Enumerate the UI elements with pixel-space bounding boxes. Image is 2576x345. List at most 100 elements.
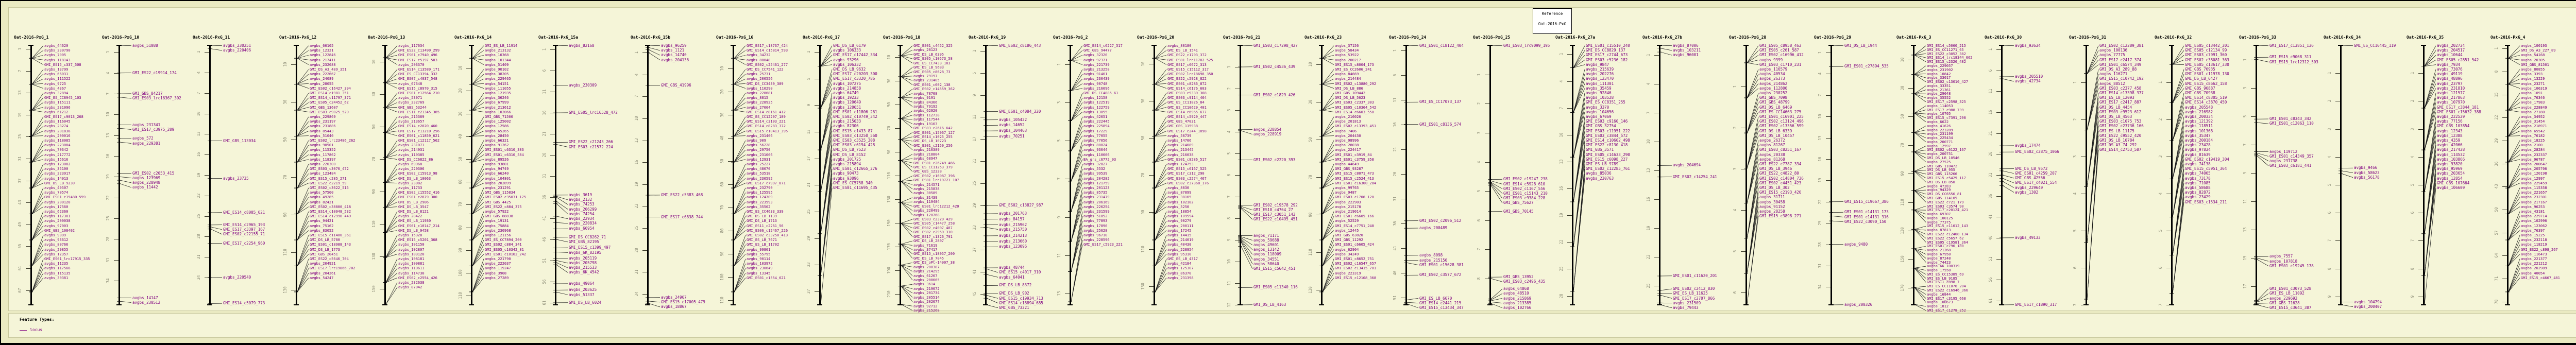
marker-label[interactable]: GMI_ES15_c6098_227 [1586,157,1628,162]
marker-label[interactable]: GMI_ES02_c12285_761 [1586,167,1630,171]
marker-label[interactable]: avgbs_214019 [1167,238,1194,242]
map-title[interactable]: Oat-2016-PxG_11 [193,35,230,40]
marker-label[interactable]: avgbs_12321 [310,48,333,53]
marker-label[interactable]: avgbs_85443 [310,129,333,133]
marker-label[interactable]: avgbs_96787 [2521,158,2545,162]
map-title[interactable]: Oat-2016-PxG_17 [803,35,840,40]
marker-label[interactable]: GMI_ES22_c5646_704 [310,257,349,261]
marker-label[interactable]: GMI_ES_LB_12093 [2099,96,2134,100]
marker-label[interactable]: avgbs_220300 [310,162,336,166]
marker-label[interactable]: avgbs_104801 [485,177,511,181]
marker-label[interactable]: GMI_GBS_115938 [1167,124,1198,128]
marker-label[interactable]: avgbs_90279 [1167,219,1191,223]
marker-label[interactable]: avgbs_14415 [1167,233,1191,237]
marker-label[interactable]: GMI_ES01_c11806_261 [833,110,877,114]
marker-label[interactable]: GMI_ES17_c244_1098 [1167,129,1207,133]
marker-label[interactable]: avgbs_92846 [1586,91,1612,95]
marker-label[interactable]: avgbs_92712 [913,304,937,308]
marker-label[interactable]: avgbs_228681 [747,91,773,95]
marker-label[interactable]: avgbs_2100 [2521,143,2543,147]
marker-label[interactable]: avgbs_103528 [1586,96,1614,100]
marker-label[interactable]: GMI_ES01_c3919_84 [1335,153,1372,157]
marker-label[interactable]: GMI_ES14_c6176_603 [1167,87,1207,91]
marker-label[interactable]: GMI_ES_CC7894_200 [485,238,522,242]
marker-label[interactable]: avgbs_213445 [1167,148,1194,152]
marker-label[interactable]: GMI_ES02_c16996_412 [1759,53,1804,57]
marker-label[interactable]: GMI_ES17_c4021_554 [2015,181,2057,185]
marker-label[interactable]: avgbs_17890 [1083,224,1107,228]
marker-label[interactable]: avgbs_213612 [485,106,511,110]
marker-label[interactable]: avgbs_223593 [747,200,773,204]
marker-label[interactable]: GMI_GBS_75627 [1503,201,1534,205]
marker-label[interactable]: avgbs_9725 [44,82,66,86]
marker-label[interactable]: GMI_GBS_82195 [569,240,599,244]
marker-label[interactable]: avgbs_204136 [661,58,689,62]
marker-label[interactable]: avgbs_215178 [1335,205,1361,209]
marker-label[interactable]: avgbs_66240 [485,171,509,176]
marker-label[interactable]: GMI_ES01_c3073_528 [2269,287,2311,291]
marker-label[interactable]: GMI_ES22_c13490_299 [398,48,439,53]
marker-label[interactable]: avgbs_102182 [1167,200,1194,204]
marker-label[interactable]: avgbs_108181 [398,257,425,261]
marker-label[interactable]: GMI_ES15_c5642_451 [1253,267,1295,271]
marker-label[interactable]: avgbs_230763 [1586,176,1614,181]
marker-label[interactable]: avgbs_9399 [1759,58,1783,62]
marker-label[interactable]: avgbs_18854 [1167,210,1191,214]
marker-label[interactable]: GMI_ES03_c21572_224 [569,145,613,149]
marker-label[interactable]: GMI_ES01_c15510_240 [1586,44,1630,48]
marker-label[interactable]: avgbs_2132 [569,198,592,202]
marker-label[interactable]: avgbs_61212 [44,110,68,114]
marker-label[interactable]: avgbs_32320 [1083,53,1107,57]
marker-label[interactable]: avgbs_30589 [913,191,937,195]
marker-label[interactable]: avgbs_215838 [913,187,940,191]
marker-label[interactable]: GMI_ES05_c19581_364 [1927,240,1968,245]
marker-label[interactable]: avgbs_215750 [999,227,1027,232]
marker-label[interactable]: avgbs_30381 [44,276,68,280]
marker-label[interactable]: avgbs_119385 [398,153,425,157]
marker-label[interactable]: avgbs_54151 [485,82,509,86]
marker-label[interactable]: avgbs_117634 [398,44,425,48]
marker-label[interactable]: GMI_GBS_41996 [661,83,691,88]
marker-label[interactable]: GMI_ES17_c3975_209 [132,127,174,132]
marker-label[interactable]: GMI_ES01_c8286_872 [1167,82,1207,86]
marker-label[interactable]: avgbs_229649 [2015,185,2043,190]
marker-label[interactable]: GMI_ES03_c9339_368 [1167,91,1207,95]
marker-label[interactable]: avgbs_200184 [2185,139,2213,143]
marker-label[interactable]: GMI_ES15_c15112_317 [1167,67,1209,72]
marker-label[interactable]: avgbs_101368 [2185,129,2213,133]
marker-label[interactable]: avgbs_25731 [747,72,770,76]
marker-label[interactable]: GMI_ES01_c6310_584 [485,153,524,157]
marker-label[interactable]: GMI_DS_CC4885_61 [1083,91,1118,95]
marker-label[interactable]: GMI_ES02_c19247_238 [1503,177,1548,181]
marker-label[interactable]: avgbs_90473 [833,171,859,176]
marker-label[interactable]: avgbs_1121 [661,48,684,53]
marker-label[interactable]: GMI_DS_CC8262_71 [569,235,606,239]
marker-label[interactable]: GMI_ES02_c3577_672 [1419,273,1461,277]
marker-label[interactable]: avgbs_222667 [310,72,336,76]
marker-label[interactable]: avgbs_104656 [1586,110,1614,114]
marker-label[interactable]: GMI_ES_CC8351_255 [1586,100,1625,105]
marker-label[interactable]: GMI_GBS_113034 [223,139,256,143]
marker-label[interactable]: GMI_ES15_c285_271 [310,177,347,181]
marker-label[interactable]: avgbs_44620 [44,44,68,48]
marker-label[interactable]: avgbs_200016 [44,134,71,138]
marker-label[interactable]: avgbs_204517 [2437,48,2465,53]
marker-label[interactable]: GMI_ES01_lrc19721_107 [913,178,959,182]
marker-label[interactable]: avgbs_200387 [913,265,940,269]
marker-label[interactable]: GMI_DS_CC7541_122 [747,67,784,72]
marker-label[interactable]: GMI_DS_LB_5623 [1335,96,1365,100]
map-title[interactable]: Oat-2016-PxG_29 [1814,35,1851,40]
marker-label[interactable]: GMI_DS_LB_9572 [2015,166,2047,171]
marker-label[interactable]: avgbs_74423 [1927,261,1951,265]
marker-label[interactable]: avgbs_572 [132,136,154,141]
marker-label[interactable]: GMI_ES14_c12998_449 [310,214,351,218]
marker-label[interactable]: avgbs_112806 [1759,86,1787,91]
marker-label[interactable]: avgbs_23735 [223,176,249,181]
marker-label[interactable]: GMI_ES22_c8130_418 [1586,143,1628,147]
marker-label[interactable]: avgbs_62920 [913,109,937,113]
marker-label[interactable]: GMI_ES17_c1278_252 [1927,308,1966,313]
marker-label[interactable]: avgbs_97834 [2185,148,2211,152]
marker-label[interactable]: GMI_ES02_c35031_175 [485,195,526,199]
marker-label[interactable]: avgbs_122846 [310,53,336,57]
marker-label[interactable]: GMI_DS_CC3430_389 [747,82,784,86]
